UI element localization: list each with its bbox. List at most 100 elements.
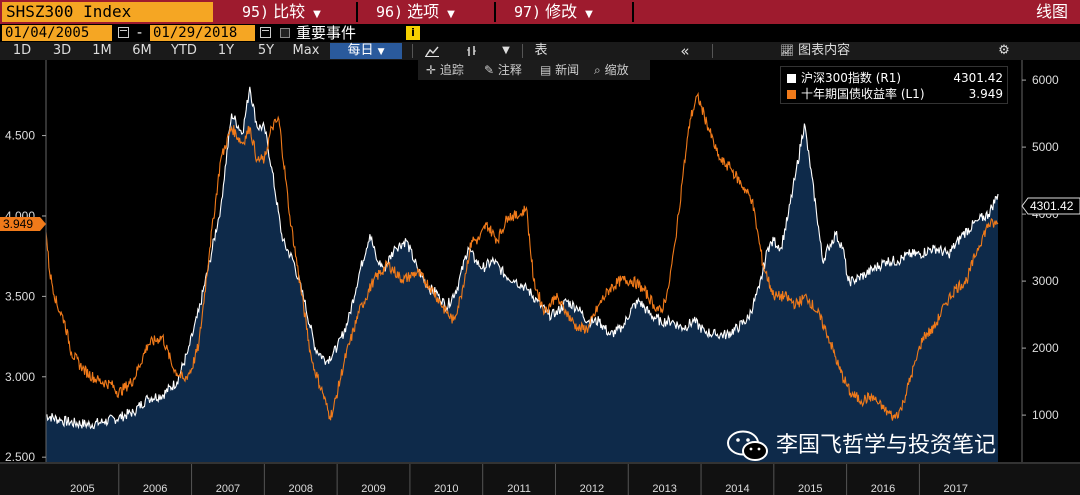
news-label: 新闻: [555, 63, 580, 77]
period-max[interactable]: Max: [292, 43, 320, 58]
index-last-value-tag: [1021, 197, 1080, 215]
events-checkbox[interactable]: [280, 28, 290, 38]
watermark: 李国飞哲学与投资笔记: [726, 428, 1056, 464]
y-right-tick-label: 3000: [1032, 274, 1059, 288]
x-tick-label: 2006: [143, 483, 167, 495]
index-last-value-label: 4301.42: [1030, 199, 1074, 213]
menu-label: 修改: [545, 2, 578, 21]
divider: [632, 2, 634, 22]
crosshair-icon: ✛: [426, 63, 437, 77]
news-icon: ▤: [540, 63, 552, 77]
pencil-icon: ✎: [484, 63, 495, 77]
dropdown-icon[interactable]: ▼: [502, 45, 510, 56]
track-label: 追踪: [439, 63, 464, 77]
end-date-input[interactable]: 01/29/2018: [150, 25, 255, 41]
date-separator: -: [137, 25, 143, 41]
period-3d[interactable]: 3D: [52, 43, 72, 58]
y-right-tick-label: 1000: [1032, 408, 1059, 422]
x-tick-label: 2010: [434, 483, 458, 495]
yield-last-value-tag: [0, 217, 46, 232]
menu-number: 97): [514, 3, 542, 21]
news-button[interactable]: ▤ 新闻: [540, 60, 579, 80]
menu-number: 96): [376, 3, 404, 21]
annotation-toolbar: ✛ 追踪 ✎ 注释 ▤ 新闻 ⌕ 缩放: [418, 60, 650, 80]
period-1d[interactable]: 1D: [12, 43, 32, 58]
x-tick-label: 2013: [652, 483, 676, 495]
x-tick-label: 2005: [70, 483, 94, 495]
zoom-label: 缩放: [604, 63, 629, 77]
menu-number: 95): [242, 3, 270, 21]
menu-label: 选项: [407, 2, 440, 21]
start-date-input[interactable]: 01/04/2005: [2, 25, 112, 41]
period-1y[interactable]: 1Y: [217, 43, 235, 58]
period-1m[interactable]: 1M: [92, 43, 112, 58]
gear-icon[interactable]: ⚙: [998, 43, 1010, 58]
menu-label: 比较: [273, 2, 306, 21]
period-ytd[interactable]: YTD: [171, 43, 197, 58]
x-tick-label: 2016: [871, 483, 895, 495]
compare-menu[interactable]: 95) 比较 ▼: [242, 0, 321, 24]
y-right-tick-label: 2000: [1032, 341, 1059, 355]
y-left-tick-label: 3.000: [5, 370, 35, 384]
y-right-tick-label: 5000: [1032, 140, 1059, 154]
chevron-down-icon: ▼: [313, 9, 321, 20]
x-tick-label: 2011: [507, 483, 531, 495]
legend-label: 沪深300指数 (R1): [801, 71, 902, 85]
bar-chart-icon[interactable]: [460, 42, 484, 60]
magnifier-icon: ⌕: [594, 63, 601, 77]
chart-content-button[interactable]: 📈︎ 图表内容: [780, 42, 880, 60]
x-tick-label: 2009: [361, 483, 385, 495]
frequency-select[interactable]: 每日 ▼: [330, 43, 402, 59]
annotate-label: 注释: [497, 63, 522, 77]
track-button[interactable]: ✛ 追踪: [426, 60, 464, 80]
calendar-icon[interactable]: [260, 27, 271, 38]
chevron-down-icon: ▼: [447, 9, 455, 20]
period-6m[interactable]: 6M: [132, 43, 152, 58]
x-tick-label: 2008: [288, 483, 312, 495]
collapse-icon[interactable]: «: [680, 42, 690, 60]
x-tick-label: 2012: [580, 483, 604, 495]
yield-series-line: [45, 91, 999, 421]
chart-legend: 沪深300指数 (R1) 4301.42 十年期国债收益率 (L1) 3.949: [780, 66, 1008, 104]
legend-value: 3.949: [968, 87, 1003, 101]
x-axis-band: [0, 464, 1080, 495]
y-left-tick-label: 4.500: [5, 129, 35, 143]
view-name: 线图: [1035, 2, 1068, 21]
date-range-bar: 01/04/2005 - 01/29/2018 重要事件 i: [0, 24, 1080, 42]
chart-content-icon: 📈︎: [780, 44, 794, 57]
chevron-down-icon: ▼: [377, 47, 385, 57]
divider: [712, 44, 713, 58]
zoom-button[interactable]: ⌕ 缩放: [594, 60, 629, 80]
line-chart-icon[interactable]: [420, 42, 444, 60]
chart-content-label: 图表内容: [798, 43, 851, 58]
legend-swatch: [787, 90, 796, 99]
table-button[interactable]: 表: [534, 43, 548, 58]
y-right-tick-label: 6000: [1032, 73, 1059, 87]
legend-value: 4301.42: [953, 71, 1003, 85]
divider: [412, 44, 413, 58]
legend-item-index[interactable]: 沪深300指数 (R1) 4301.42: [787, 70, 1003, 86]
index-series-line: [45, 86, 999, 430]
x-tick-label: 2014: [725, 483, 749, 495]
divider: [494, 2, 496, 22]
annotate-button[interactable]: ✎ 注释: [484, 60, 522, 80]
index-area: [46, 86, 998, 463]
options-menu[interactable]: 96) 选项 ▼: [376, 0, 455, 24]
yield-last-value-label: 3.949: [3, 217, 33, 231]
wechat-logo-icon: [727, 430, 768, 461]
edit-menu[interactable]: 97) 修改 ▼: [514, 0, 593, 24]
x-tick-label: 2007: [216, 483, 240, 495]
x-tick-label: 2015: [798, 483, 822, 495]
period-5y[interactable]: 5Y: [257, 43, 275, 58]
x-tick-label: 2017: [944, 483, 968, 495]
divider: [356, 2, 358, 22]
calendar-icon[interactable]: [118, 27, 129, 38]
legend-label: 十年期国债收益率 (L1): [801, 87, 925, 101]
key-events-label: 重要事件: [296, 24, 357, 42]
info-icon[interactable]: i: [406, 26, 420, 40]
command-bar: SHSZ300 Index 95) 比较 ▼ 96) 选项 ▼ 97) 修改 ▼ 线图: [0, 0, 1080, 24]
chevron-down-icon: ▼: [585, 9, 593, 20]
ticker-field[interactable]: SHSZ300 Index: [2, 2, 213, 22]
legend-item-yield[interactable]: 十年期国债收益率 (L1) 3.949: [787, 86, 1003, 102]
